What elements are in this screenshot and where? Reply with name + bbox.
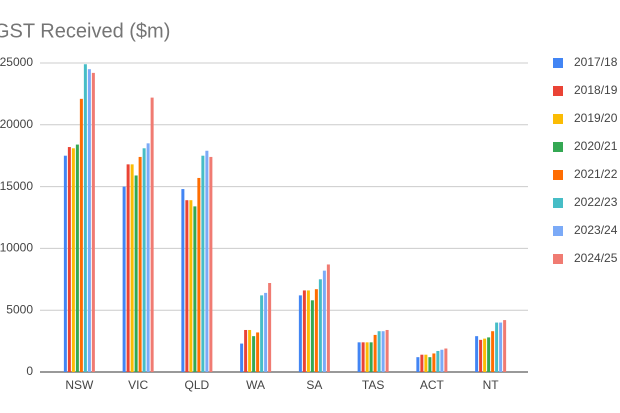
bar: [326, 264, 330, 372]
bar: [268, 283, 272, 372]
y-tick-label: 0: [26, 364, 33, 378]
bar: [306, 290, 310, 372]
legend-swatch: [553, 58, 563, 68]
bar: [444, 348, 448, 372]
x-tick-label: NSW: [65, 378, 94, 392]
bar: [302, 290, 306, 372]
bar: [197, 177, 201, 372]
bar: [432, 353, 436, 372]
legend-label: 2019/20: [574, 111, 618, 125]
bar: [248, 329, 252, 372]
bar: [487, 337, 491, 372]
legend-label: 2021/22: [574, 167, 618, 181]
bar: [138, 156, 142, 372]
bar: [499, 322, 503, 372]
bar: [318, 279, 322, 372]
bar: [134, 175, 138, 372]
bar: [314, 289, 318, 372]
x-tick-label: QLD: [185, 378, 210, 392]
bar: [185, 200, 189, 372]
bar: [83, 64, 87, 373]
bar: [87, 69, 91, 373]
bar: [240, 343, 244, 372]
bar: [71, 148, 75, 372]
bar: [322, 270, 326, 372]
bar: [373, 334, 377, 372]
x-tick-label: VIC: [128, 378, 148, 392]
bar: [63, 155, 67, 372]
legend-label: 2024/25: [574, 251, 618, 265]
bar: [416, 357, 420, 372]
legend-swatch: [553, 114, 563, 124]
bar: [365, 342, 369, 372]
bar: [79, 98, 83, 373]
legend-swatch: [553, 226, 563, 236]
bar: [146, 143, 150, 372]
bar: [377, 331, 381, 372]
bar: [126, 164, 130, 372]
bar: [479, 339, 483, 372]
bar: [264, 292, 268, 372]
x-tick-label: NT: [483, 378, 500, 392]
bar: [436, 350, 440, 372]
bar: [475, 336, 479, 372]
bar: [130, 164, 134, 372]
legend-label: 2018/19: [574, 83, 618, 97]
bar: [67, 147, 71, 372]
bar: [91, 72, 95, 372]
bar: [369, 342, 373, 372]
bar: [440, 349, 444, 372]
bar: [201, 155, 205, 372]
legend-swatch: [553, 254, 563, 264]
bar: [381, 331, 385, 372]
bar: [420, 354, 424, 372]
bar: [142, 148, 146, 372]
bar: [503, 320, 507, 372]
chart-title: GST Received ($m): [0, 20, 170, 42]
y-tick-label: 10000: [0, 241, 33, 255]
bar: [495, 322, 499, 372]
legend-swatch: [553, 86, 563, 96]
bar: [483, 338, 487, 372]
bar: [357, 342, 361, 372]
bar: [193, 206, 197, 372]
y-tick-label: 15000: [0, 179, 33, 193]
bar: [298, 295, 302, 372]
bar: [252, 336, 256, 372]
y-tick-label: 20000: [0, 117, 33, 131]
bar: [385, 329, 389, 372]
bar: [244, 329, 248, 372]
bar: [75, 144, 79, 372]
bar: [150, 97, 154, 372]
y-tick-label: 5000: [6, 302, 33, 316]
bar: [181, 189, 185, 372]
legend-swatch: [553, 198, 563, 208]
bar: [122, 186, 126, 372]
bar: [491, 331, 495, 372]
bar: [428, 357, 432, 372]
bar: [209, 156, 213, 372]
bar: [205, 150, 209, 372]
bar: [361, 342, 365, 372]
x-tick-label: SA: [306, 378, 322, 392]
x-tick-label: ACT: [420, 378, 445, 392]
bar: [256, 332, 260, 372]
bar: [310, 300, 314, 372]
legend-label: 2023/24: [574, 223, 618, 237]
legend-label: 2017/18: [574, 55, 618, 69]
x-tick-label: WA: [246, 378, 265, 392]
bar: [260, 295, 264, 372]
bar: [424, 354, 428, 372]
y-tick-label: 25000: [0, 55, 33, 69]
x-tick-label: TAS: [362, 378, 384, 392]
legend-label: 2022/23: [574, 195, 618, 209]
legend-label: 2020/21: [574, 139, 618, 153]
legend-swatch: [553, 170, 563, 180]
bar: [189, 200, 193, 372]
legend-swatch: [553, 142, 563, 152]
